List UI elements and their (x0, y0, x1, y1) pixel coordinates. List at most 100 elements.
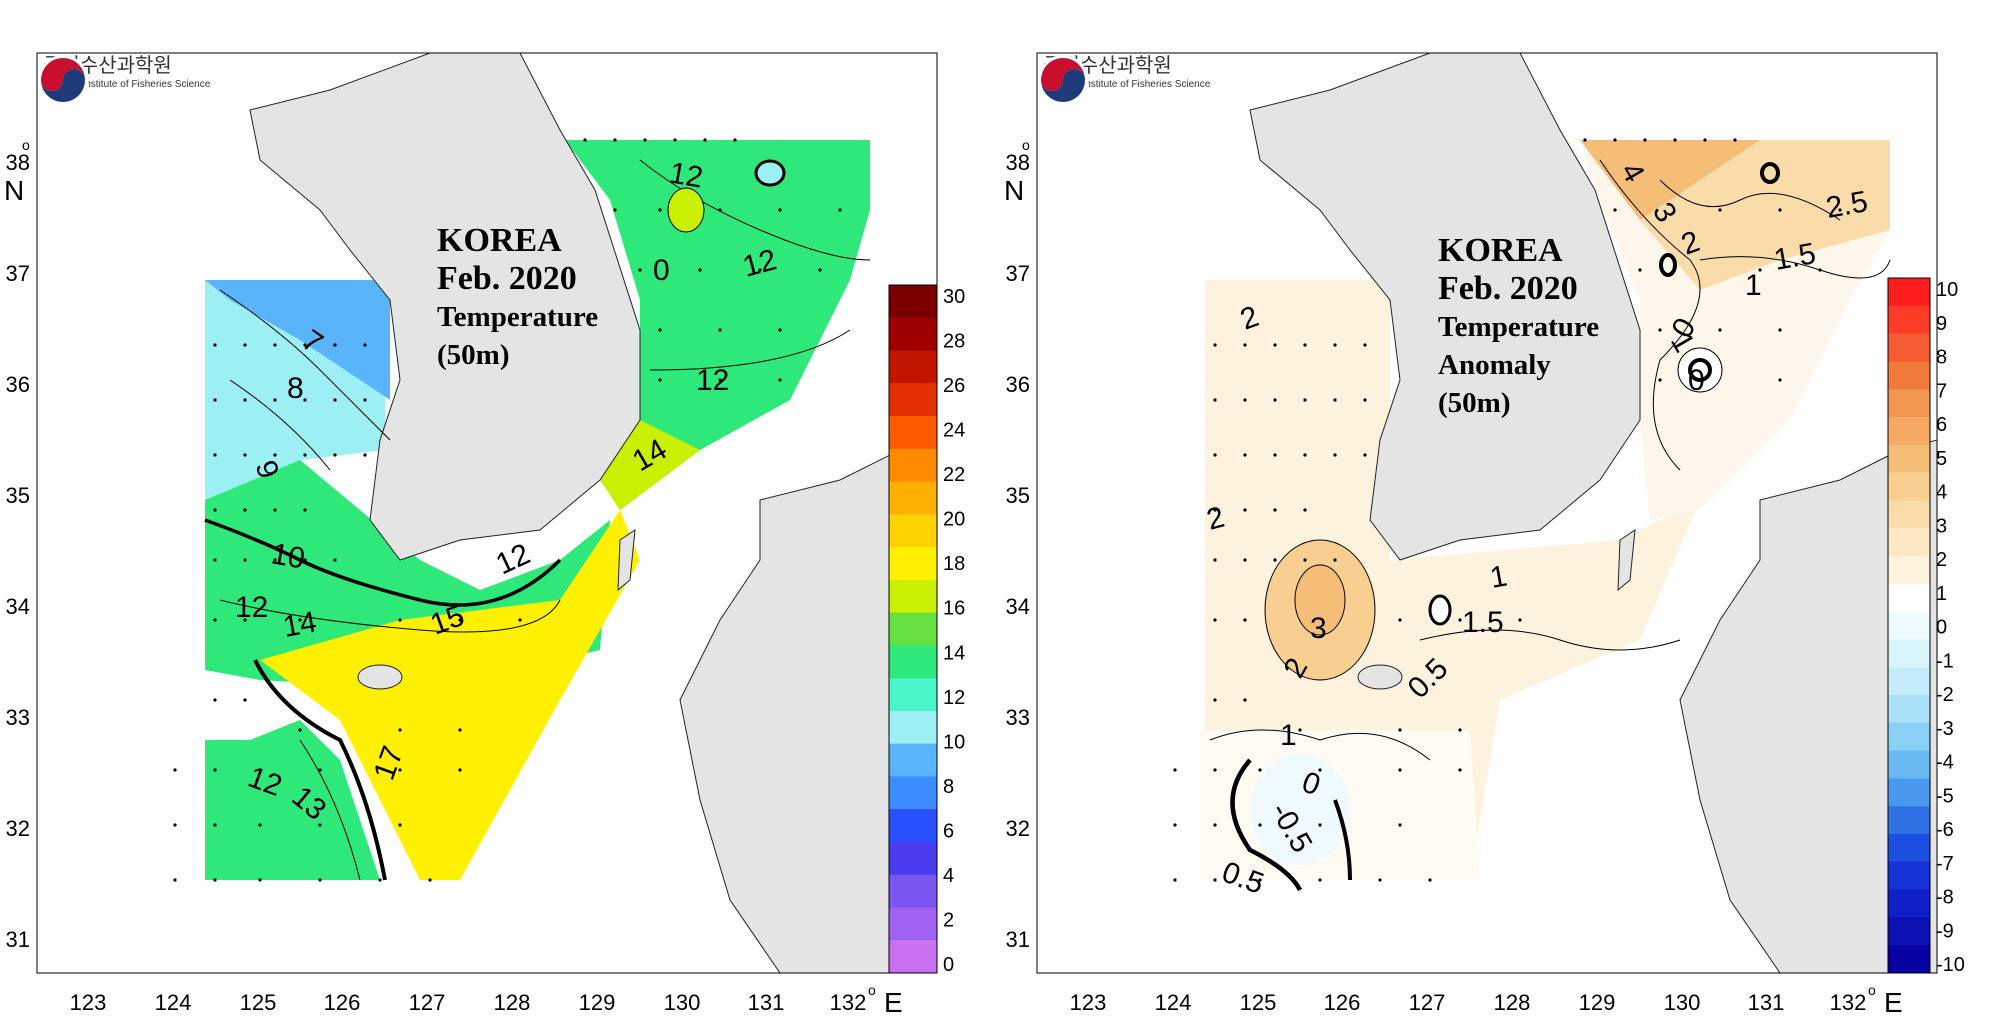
taegeuk-logo-icon (38, 55, 88, 105)
contour-label: 3 (1310, 612, 1327, 645)
colorbar-swatch (1888, 667, 1930, 696)
map-title: KOREA Feb. 2020 Temperature (50m) (437, 222, 598, 374)
colorbar-swatch (1888, 361, 1930, 390)
lat-tick-label: 31 (1006, 927, 1030, 952)
contour-line (1294, 564, 1346, 636)
colorbar-swatch (1888, 889, 1930, 918)
colorbar-swatch (889, 841, 937, 876)
colorbar-swatch (889, 645, 937, 679)
colorbar-swatch (1888, 389, 1930, 418)
colorbar-swatch (889, 874, 937, 908)
colorbar-swatch (1888, 722, 1930, 752)
colorbar-swatch (1888, 528, 1930, 557)
map-title: KOREA Feb. 2020 Temperature Anomaly (50m… (1438, 232, 1599, 422)
colorbar-swatch (1888, 472, 1930, 501)
colorbar-label: 9 (1936, 313, 1947, 335)
logo-english-text: National Institute of Fisheries Science (1043, 79, 1211, 90)
colorbar-label: -5 (1936, 785, 1954, 807)
colorbar-label: 0 (943, 954, 954, 976)
colorbar-swatch (1888, 500, 1930, 529)
title-line: Anomaly (1438, 349, 1551, 381)
korea-land (249, 53, 641, 561)
lon-tick-label: 132 (1830, 990, 1867, 1015)
contour-label: 0 (653, 254, 670, 287)
lat-tick-label: 38 (1006, 150, 1030, 175)
contour-label: 12 (696, 364, 729, 397)
contour-line (667, 187, 705, 233)
contour-label: 1 (1745, 269, 1762, 302)
lon-tick-label: 128 (1494, 990, 1531, 1015)
jeju-island (1357, 664, 1403, 690)
contour-line (1333, 799, 1352, 881)
colorbar-frame (888, 284, 938, 974)
colorbar-label: 4 (1936, 482, 1947, 504)
lat-unit: N (4, 175, 24, 206)
colorbar-label: 28 (943, 331, 965, 353)
colorbar-label: 18 (943, 553, 965, 575)
colorbar-label: -1 (1936, 650, 1954, 672)
colorbar-swatch (1888, 444, 1930, 474)
lon-tick-label: 126 (324, 990, 361, 1015)
lat-tick-label: 36 (1006, 372, 1030, 397)
lon-tick-label: 125 (1240, 990, 1277, 1015)
contour-line (1264, 539, 1376, 681)
contour-line (299, 739, 361, 881)
lon-tick-label: 124 (1155, 990, 1192, 1015)
colorbar-label: -10 (1936, 954, 1965, 976)
title-line: Temperature (437, 301, 599, 333)
colorbar-label: 12 (943, 687, 965, 709)
colorbar-label: 7 (1936, 380, 1947, 402)
lon-ticks: 123 124 125 126 127 128 129 130 131 132 (1070, 990, 1867, 1015)
colorbar-swatch (889, 448, 937, 483)
contour-label: 12 (667, 156, 706, 194)
contour-label: 12 (235, 591, 268, 624)
colorbar-swatch (889, 514, 937, 548)
lat-tick-label: 33 (1006, 705, 1030, 730)
colorbar-swatch (1888, 861, 1930, 891)
lat-tick-label: 38 (6, 150, 30, 175)
logo-english-text: National Institute of Fisheries Science (43, 79, 211, 90)
colorbar-swatch (889, 907, 937, 941)
colorbar-swatch (889, 579, 937, 614)
contour-line (1419, 629, 1681, 651)
lat-tick-label: 36 (6, 372, 30, 397)
lon-tick-label: 127 (409, 990, 446, 1015)
colorbar-label: 3 (1936, 515, 1947, 537)
colorbar-swatch (889, 317, 937, 352)
colorbar-swatch (1888, 806, 1930, 835)
anomaly-map: 4 3 2.5 2 1.5 1 0 1 0 2 2 3 2 1 1.5 0.5 … (1004, 52, 1965, 1018)
contour-line (1677, 347, 1723, 393)
lon-tick-label: 131 (748, 990, 785, 1015)
contour-line (1760, 162, 1780, 184)
jeju-island (357, 664, 403, 690)
contour-line (1428, 594, 1452, 626)
colorbar-swatch (889, 678, 937, 712)
colorbar-swatch (1888, 305, 1930, 335)
colorbar-label: 20 (943, 509, 965, 531)
colorbar-swatch (1888, 333, 1930, 362)
lon-tick-label: 126 (1324, 990, 1361, 1015)
colorbar-label: 10 (1936, 279, 1958, 301)
contour-label: 8 (287, 372, 304, 405)
yellow-sea-blue (205, 280, 390, 400)
contour-line (229, 379, 331, 471)
lon-tick-label: 125 (240, 990, 277, 1015)
colorbar-swatch (889, 350, 937, 384)
contour-label: 1.5 (1771, 237, 1818, 277)
lon-tick-label: 123 (70, 990, 107, 1015)
contour-label: 10 (269, 537, 308, 575)
colorbar-swatch (1888, 945, 1930, 974)
east-warm-zone (1640, 140, 1890, 290)
colorbar-swatch (1888, 611, 1930, 640)
degree-mark: o (22, 137, 30, 153)
title-line: Feb. 2020 (437, 260, 577, 297)
cold-core (1250, 755, 1350, 865)
colorbar-swatch (889, 940, 937, 974)
colorbar-swatch (1888, 917, 1930, 946)
colorbar-swatch (1888, 639, 1930, 668)
colorbar-label: 22 (943, 464, 965, 486)
title-line: KOREA (1438, 232, 1563, 269)
contour-label: 1.5 (1462, 606, 1504, 639)
lon-tick-label: 130 (1664, 990, 1701, 1015)
